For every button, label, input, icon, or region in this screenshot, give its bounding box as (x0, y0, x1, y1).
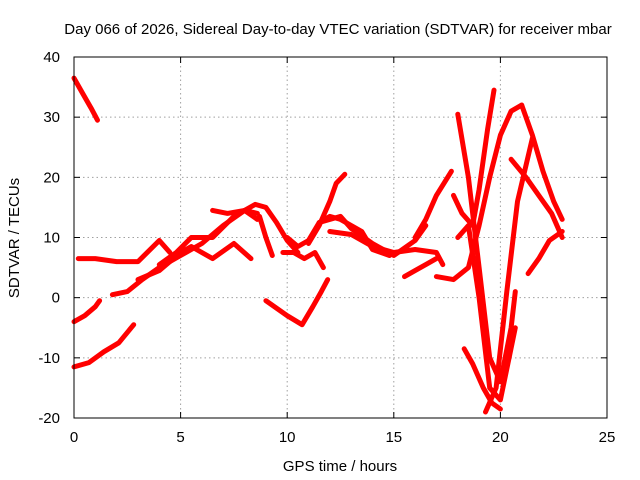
x-tick-label: 25 (599, 429, 616, 446)
tick-labels: 0 5 10 15 20 25 -20 -10 0 10 20 30 40 (38, 49, 615, 446)
series-20 (455, 223, 518, 403)
series-layer (71, 75, 565, 415)
series-1 (75, 238, 173, 265)
series-0 (71, 75, 100, 123)
y-tick-label: 30 (43, 109, 60, 126)
series-11 (284, 213, 392, 258)
series-25 (508, 156, 565, 240)
x-tick-label: 10 (279, 429, 296, 446)
series-18 (451, 87, 497, 228)
y-tick-label: 40 (43, 49, 60, 66)
y-tick-label: 0 (52, 290, 60, 307)
y-axis-label: SDTVAR / TECUs (6, 178, 23, 298)
x-tick-label: 20 (492, 429, 509, 446)
x-tick-label: 15 (385, 429, 402, 446)
plot-frame (73, 56, 608, 419)
series-12 (306, 171, 348, 246)
series-7 (210, 207, 260, 222)
y-tick-label: -10 (38, 350, 60, 367)
series-13 (316, 213, 429, 258)
series-22 (483, 135, 535, 415)
x-tick-label: 0 (70, 429, 78, 446)
series-9 (263, 277, 331, 328)
series-14 (327, 229, 446, 268)
axes (73, 56, 608, 419)
grid (74, 57, 607, 418)
series-21 (461, 346, 503, 412)
y-tick-label: -20 (38, 410, 60, 427)
y-tick-label: 20 (43, 169, 60, 186)
series-17 (433, 102, 525, 283)
series-8 (257, 213, 275, 258)
series-19 (455, 111, 518, 385)
series-23 (519, 102, 565, 222)
series-16 (412, 168, 454, 240)
x-axis-label: GPS time / hours (283, 458, 397, 475)
y-tick-label: 10 (43, 230, 60, 247)
x-tick-label: 5 (176, 429, 184, 446)
series-15 (402, 256, 439, 280)
series-2 (71, 298, 103, 325)
series-3 (71, 322, 137, 370)
series-24 (525, 229, 565, 277)
series-5 (135, 241, 254, 283)
series-10 (280, 250, 326, 271)
chart-title: Day 066 of 2026, Sidereal Day-to-day VTE… (64, 21, 611, 38)
